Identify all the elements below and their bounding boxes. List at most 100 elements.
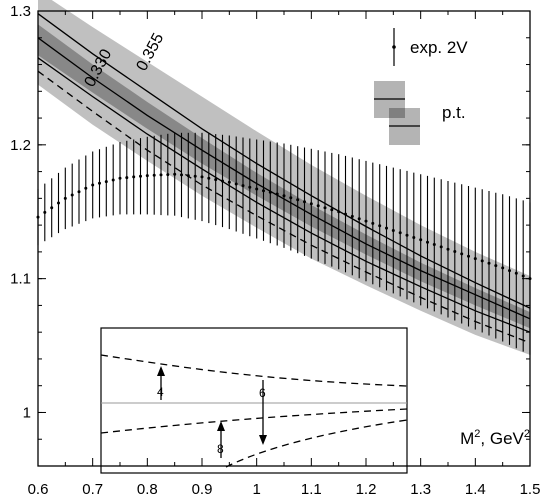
exp-point	[282, 194, 286, 198]
legend-exp-dot	[392, 45, 396, 49]
exp-point	[132, 175, 136, 179]
legend-exp-label: exp. 2V	[410, 38, 468, 57]
exp-point	[487, 261, 491, 265]
exp-point	[439, 245, 443, 249]
exp-point	[501, 266, 505, 270]
exp-point	[166, 173, 170, 177]
x-tick-label: 1.3	[410, 481, 431, 498]
exp-point	[296, 198, 300, 202]
exp-point	[398, 231, 402, 235]
exp-point	[57, 201, 60, 205]
exp-point	[255, 187, 259, 191]
inset-arrow-label-4: 4	[157, 385, 164, 399]
curve-0.330	[37, 37, 531, 320]
exp-point	[467, 254, 470, 258]
exp-point	[378, 224, 382, 228]
inset-arrowhead-6	[259, 435, 267, 445]
x-tick-label: 0.9	[192, 481, 213, 498]
y-tick-label: 1	[23, 404, 31, 421]
exp-point	[371, 221, 375, 225]
inset-arrowhead-8	[217, 421, 225, 431]
exp-point	[391, 229, 395, 232]
x-tick-label: 1.1	[301, 481, 322, 498]
x-axis-label: M2, GeV2	[460, 428, 530, 448]
exp-point	[111, 178, 115, 182]
exp-point	[234, 182, 238, 186]
exp-point	[316, 204, 320, 208]
exp-point	[139, 174, 142, 178]
inset-upper-dashed-curve	[100, 354, 408, 387]
exp-point	[118, 176, 122, 180]
x-tick-label: 0.7	[82, 481, 103, 498]
exp-point	[180, 173, 183, 177]
curve-label-355: 0.355	[134, 30, 168, 73]
y-tick-label: 1.1	[10, 271, 31, 288]
inset-panel: 4 6 8	[100, 327, 408, 474]
exp-point	[350, 214, 354, 218]
axes: 0.6 0.7 0.8 0.9 1 1.1 1.2 1.3 1.4 1.5 1 1.1 1.2 1.3	[10, 3, 540, 498]
exp-point	[104, 180, 108, 184]
exp-point	[514, 271, 518, 275]
exp-point	[214, 178, 218, 182]
legend-pt-label: p.t.	[442, 103, 466, 122]
exp-point	[426, 240, 429, 244]
y-tick-label: 1.2	[10, 137, 31, 154]
curve-lower-solid	[37, 57, 531, 333]
exp-point	[412, 236, 416, 239]
legend: exp. 2V p.t.	[374, 28, 468, 145]
exp-point	[200, 175, 204, 179]
inset-frame	[100, 327, 408, 474]
curve-layer	[37, 13, 531, 344]
inset-lower-dashed-curve	[225, 419, 408, 468]
exp-point	[125, 176, 129, 180]
inset-middle-dashed-curve	[100, 408, 408, 434]
exp-point	[70, 193, 74, 197]
exp-point	[262, 189, 265, 193]
legend-pt-box-overlap	[389, 108, 405, 118]
exp-point	[43, 210, 47, 214]
curve-0.355	[37, 13, 531, 309]
exp-point	[248, 185, 252, 189]
x-tick-label: 1.4	[465, 481, 486, 498]
exp-point	[193, 174, 197, 178]
y-tick-label: 1.3	[10, 3, 31, 20]
exp-point	[289, 196, 293, 200]
exp-point	[460, 252, 464, 256]
exp-point	[91, 183, 95, 187]
x-tick-label: 0.8	[137, 481, 158, 498]
exp-point	[473, 257, 477, 261]
x-tick-label: 0.6	[28, 481, 49, 498]
exp-point	[364, 219, 368, 223]
exp-point	[446, 247, 450, 251]
exp-point	[323, 206, 327, 210]
curve-dashed	[37, 70, 531, 344]
exp-point	[227, 180, 231, 184]
exp-point	[303, 200, 306, 204]
exp-point	[98, 181, 101, 185]
x-tick-label: 1.2	[356, 481, 377, 498]
exp-point	[159, 173, 163, 177]
exp-point	[330, 208, 334, 212]
exp-point	[494, 264, 498, 268]
inset-arrow-label-8: 8	[217, 442, 224, 456]
exp-point	[63, 196, 67, 200]
exp-point	[241, 184, 245, 188]
exp-point	[207, 176, 211, 180]
exp-point	[480, 259, 484, 263]
x-tick-label: 1.5	[520, 481, 541, 498]
exp-point	[385, 226, 388, 230]
inset-arrow-label-6: 6	[259, 386, 266, 400]
exp-point	[405, 233, 409, 237]
exp-point	[357, 217, 361, 221]
exp-point	[77, 190, 81, 194]
exp-point	[50, 206, 54, 210]
inset-arrowhead-4	[157, 366, 165, 376]
exp-point	[521, 274, 525, 278]
exp-point	[453, 250, 457, 253]
exp-point	[173, 172, 177, 176]
exp-point	[152, 173, 156, 177]
exp-point	[309, 202, 313, 206]
exp-point	[145, 174, 149, 178]
exp-point	[432, 243, 436, 246]
